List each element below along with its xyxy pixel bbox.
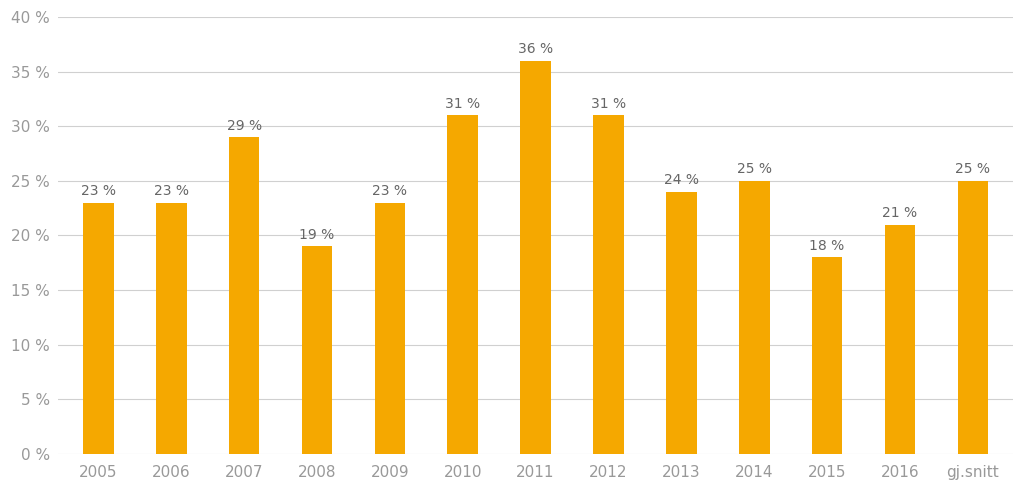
Text: 31 %: 31 % xyxy=(591,97,626,111)
Bar xyxy=(447,115,478,454)
Bar xyxy=(666,192,696,454)
Bar xyxy=(593,115,624,454)
Bar xyxy=(302,246,333,454)
Bar xyxy=(375,203,406,454)
Text: 31 %: 31 % xyxy=(445,97,480,111)
Text: 25 %: 25 % xyxy=(736,163,772,176)
Text: 23 %: 23 % xyxy=(81,184,116,198)
Bar xyxy=(156,203,186,454)
Text: 18 %: 18 % xyxy=(809,239,845,253)
Bar xyxy=(739,181,769,454)
Bar xyxy=(228,137,259,454)
Text: 29 %: 29 % xyxy=(226,119,262,133)
Text: 25 %: 25 % xyxy=(955,163,990,176)
Text: 23 %: 23 % xyxy=(373,184,408,198)
Bar xyxy=(83,203,114,454)
Text: 19 %: 19 % xyxy=(299,228,335,242)
Bar xyxy=(812,257,843,454)
Bar xyxy=(520,61,551,454)
Bar xyxy=(885,224,915,454)
Text: 23 %: 23 % xyxy=(154,184,188,198)
Text: 36 %: 36 % xyxy=(518,42,553,56)
Bar xyxy=(957,181,988,454)
Text: 24 %: 24 % xyxy=(664,173,698,188)
Text: 21 %: 21 % xyxy=(883,206,918,220)
